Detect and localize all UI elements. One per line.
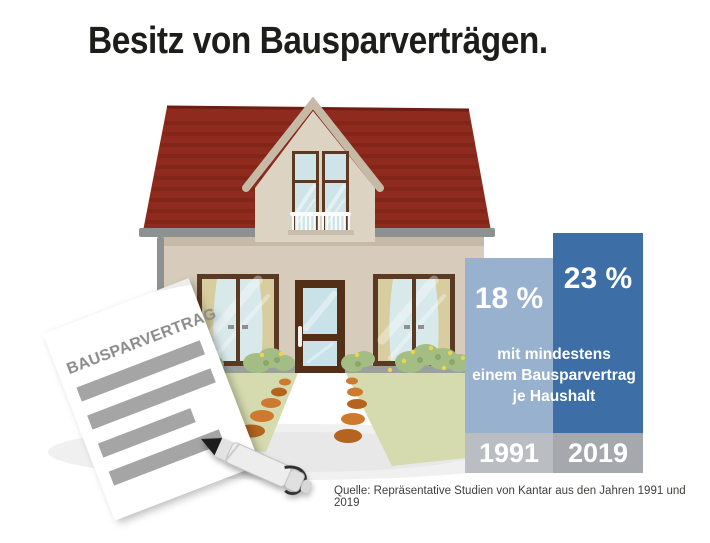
caption-line-3: je Haushalt	[512, 388, 596, 405]
bar-2019: 23 %	[553, 233, 643, 433]
curtain	[435, 279, 450, 361]
year-label-2019: 2019	[553, 433, 643, 473]
dormer	[242, 96, 384, 242]
bar-2019-value: 23 %	[563, 262, 633, 295]
pen-tip	[201, 437, 224, 457]
paper-fold	[151, 278, 192, 293]
page-title: Besitz von Bausparverträgen.	[88, 20, 548, 62]
source-note: Quelle: Repräsentative Studien von Kanta…	[334, 485, 686, 509]
pen	[201, 437, 313, 496]
curtain	[259, 279, 274, 361]
door-handle	[298, 326, 302, 347]
curtain	[378, 279, 393, 361]
year-label-1991: 1991	[465, 433, 553, 473]
contract-text-lines	[76, 340, 225, 486]
contract-document: BAUSPARVERTRAG	[43, 278, 261, 521]
caption-line-1: mit mindestens	[497, 346, 611, 363]
front-door	[295, 280, 345, 373]
bar-1991-value: 18 %	[474, 282, 544, 315]
bar-1991: 18 %	[465, 258, 553, 433]
caption-line-2: einem Bausparvertrag	[472, 367, 636, 384]
downspout	[157, 237, 164, 299]
gable-trim	[242, 96, 384, 192]
bar-caption: mit mindestens einem Bausparvertrag je H…	[465, 344, 643, 407]
balcony-railing	[288, 212, 354, 235]
